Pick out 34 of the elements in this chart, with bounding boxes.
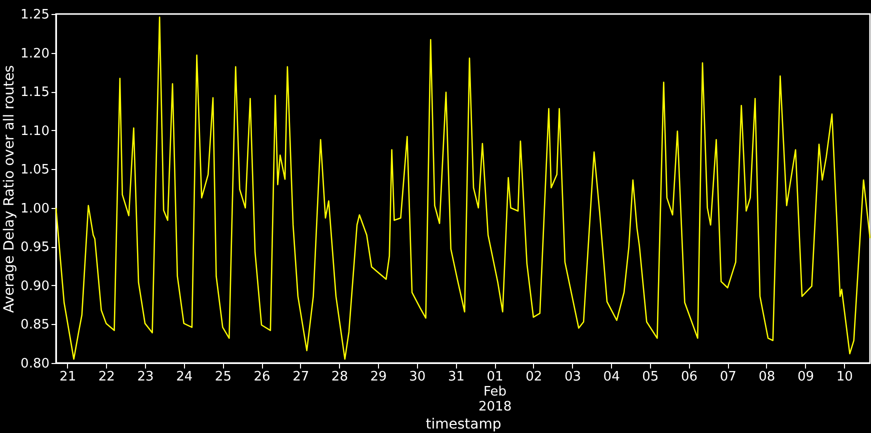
x-tick-label: 10 — [836, 370, 853, 384]
x-tick-label: 24 — [176, 370, 193, 384]
x-tick-label: 01 Feb 2018 — [478, 370, 512, 414]
x-tick-label: 26 — [254, 370, 270, 384]
y-tick-label: 1.05 — [20, 162, 50, 178]
y-tick-label: 0.95 — [20, 240, 50, 256]
x-axis-title: timestamp — [426, 416, 502, 432]
y-tick-label: 1.15 — [20, 85, 50, 100]
x-tick-label: 30 — [409, 370, 426, 384]
x-tick-label: 09 — [797, 370, 814, 384]
y-tick-label: 1.20 — [20, 46, 50, 62]
x-tick-label: 07 — [720, 370, 736, 384]
y-tick-label: 0.90 — [20, 278, 50, 294]
x-tick-label: 06 — [680, 370, 698, 384]
x-tick-label: 08 — [758, 370, 776, 384]
y-tick-label: 0.85 — [20, 318, 50, 333]
x-tick-label: 31 — [448, 370, 464, 384]
y-axis-title: Average Delay Ratio over all routes — [2, 65, 18, 313]
x-tick-label: 21 — [60, 370, 76, 384]
x-tick-label: 25 — [214, 370, 232, 384]
x-tick-label: 23 — [137, 370, 154, 384]
x-tick-label: 04 — [603, 370, 620, 384]
y-tick-label: 0.80 — [20, 356, 50, 372]
y-tick-label: 1.00 — [20, 201, 50, 216]
y-tick-label: 1.25 — [20, 8, 50, 22]
x-tick-label: 28 — [331, 370, 348, 384]
x-tick-label: 02 — [526, 370, 542, 384]
x-tick-label: 22 — [98, 370, 115, 384]
line-series — [55, 16, 871, 360]
x-tick-label: 05 — [642, 370, 659, 384]
y-tick-label: 1.10 — [20, 124, 50, 139]
x-tick-label: 03 — [564, 370, 582, 384]
x-tick-label: 27 — [292, 370, 310, 384]
x-tick-label: 29 — [370, 370, 387, 384]
